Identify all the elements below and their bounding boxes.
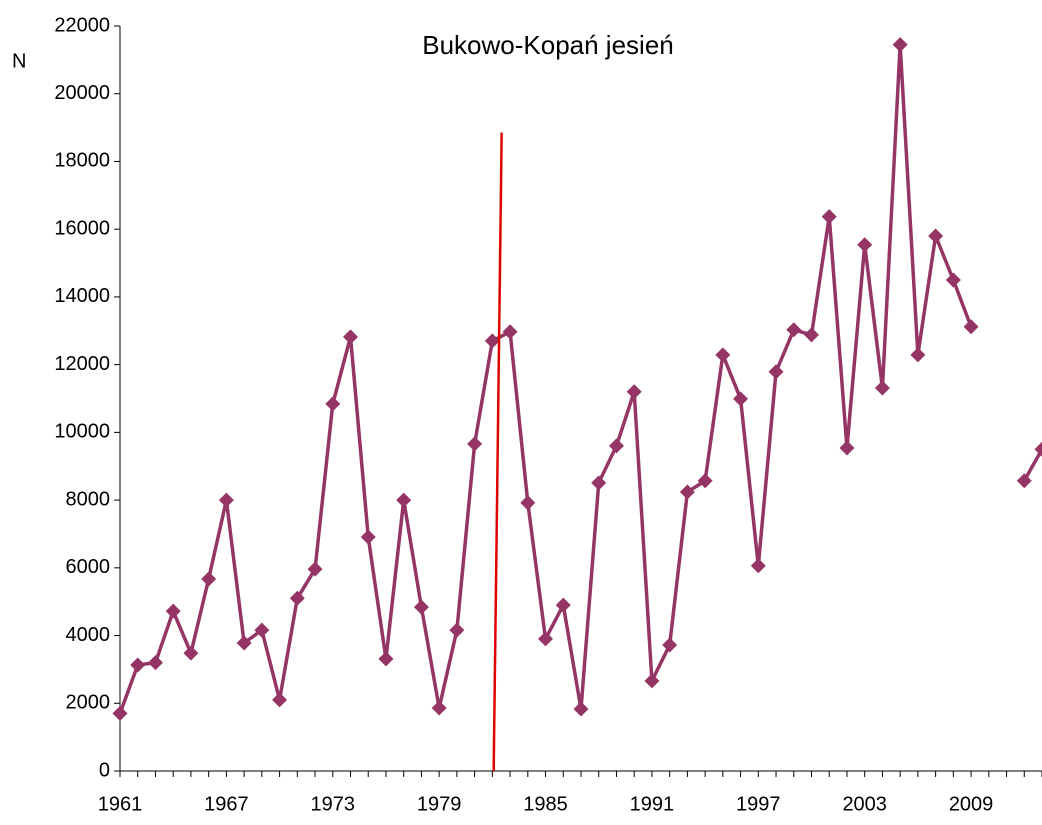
data-point	[538, 631, 554, 647]
x-tick-label: 1967	[204, 793, 249, 815]
reference-line	[492, 132, 503, 772]
x-tick-label: 2009	[949, 793, 994, 815]
data-point	[573, 701, 589, 717]
data-point	[608, 438, 624, 454]
data-point	[112, 705, 128, 721]
data-point	[662, 637, 678, 653]
data-point	[147, 655, 163, 671]
data-point	[555, 597, 571, 613]
data-point	[804, 327, 819, 343]
y-tick-label: 14000	[54, 285, 110, 307]
x-tick-label: 1997	[736, 793, 781, 815]
data-point	[378, 651, 394, 667]
y-tick-label: 8000	[66, 488, 111, 510]
data-point	[307, 561, 323, 577]
data-point	[165, 603, 181, 619]
data-point	[218, 492, 234, 508]
data-point	[1034, 441, 1042, 457]
data-point	[768, 364, 784, 380]
data-point	[272, 692, 288, 708]
x-tick-label: 1973	[311, 793, 356, 815]
data-point	[201, 571, 217, 587]
data-point	[821, 209, 837, 225]
data-point	[910, 347, 926, 363]
y-tick-label: 20000	[54, 82, 110, 104]
data-point	[130, 657, 146, 673]
data-point	[431, 700, 447, 716]
y-tick-label: 12000	[54, 353, 110, 375]
x-tick-label: 1985	[523, 793, 568, 815]
y-tick-label: 2000	[66, 692, 111, 714]
data-point	[467, 436, 483, 452]
data-point	[520, 495, 536, 511]
y-axis-label: N	[12, 50, 26, 72]
y-tick-label: 22000	[54, 14, 110, 36]
data-point	[857, 237, 873, 253]
data-point	[289, 590, 305, 606]
data-point	[413, 599, 429, 615]
data-point	[945, 272, 961, 288]
data-point	[733, 391, 749, 407]
y-tick-label: 4000	[66, 624, 111, 646]
data-point	[325, 396, 341, 412]
data-point	[484, 333, 500, 349]
y-tick-label: 10000	[54, 421, 110, 443]
data-point	[1016, 473, 1032, 489]
y-tick-label: 6000	[66, 556, 111, 578]
data-point	[928, 228, 944, 244]
data-point	[254, 622, 270, 638]
y-tick-label: 16000	[54, 217, 110, 239]
data-point	[874, 380, 890, 396]
y-tick-label: 18000	[54, 150, 110, 172]
data-point	[236, 635, 252, 651]
chart-title: Bukowo-Kopań jesień	[422, 30, 674, 60]
data-line	[118, 42, 1042, 715]
data-point	[343, 329, 358, 345]
data-point	[679, 484, 695, 500]
data-point	[360, 529, 376, 545]
data-point	[715, 347, 731, 363]
data-point	[786, 322, 802, 338]
data-point	[892, 37, 908, 53]
data-point	[963, 319, 979, 335]
data-point	[183, 645, 199, 661]
x-tick-label: 1961	[98, 793, 143, 815]
data-point	[591, 475, 607, 491]
x-tick-label: 2003	[842, 793, 887, 815]
x-tick-label: 1979	[417, 793, 462, 815]
data-point	[396, 492, 412, 508]
data-point	[626, 384, 642, 400]
data-point	[697, 473, 713, 489]
data-point	[750, 558, 766, 574]
data-point	[502, 324, 518, 340]
y-tick-label: 0	[99, 759, 110, 781]
data-point	[644, 673, 660, 689]
x-tick-label: 1991	[630, 793, 675, 815]
data-point	[449, 622, 465, 638]
data-point	[839, 440, 855, 456]
